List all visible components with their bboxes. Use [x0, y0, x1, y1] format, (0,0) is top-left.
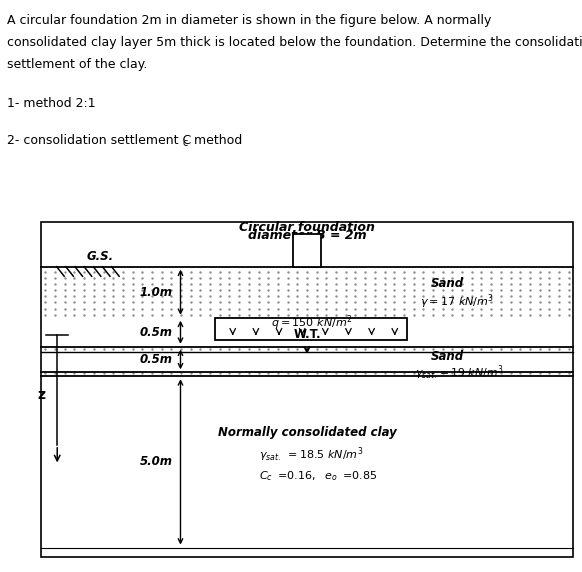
Text: 1- method 2:1: 1- method 2:1: [7, 97, 95, 110]
Text: Sand: Sand: [431, 277, 464, 290]
Text: 5.0m: 5.0m: [140, 455, 172, 468]
Text: Normally consolidated clay: Normally consolidated clay: [218, 427, 396, 439]
Text: $\mathit{\gamma = 17\ kN/m^3}$: $\mathit{\gamma = 17\ kN/m^3}$: [420, 292, 494, 311]
Text: 0.5m: 0.5m: [140, 353, 172, 366]
Text: $\mathit{C_c\ =\!0.16,\ \ e_o\ =\!0.85}$: $\mathit{C_c\ =\!0.16,\ \ e_o\ =\!0.85}$: [258, 469, 377, 483]
Text: $\mathit{q = 150\ kN/m^2}$: $\mathit{q = 150\ kN/m^2}$: [271, 314, 352, 332]
Text: Sand: Sand: [431, 351, 464, 363]
Text: G.S.: G.S.: [86, 249, 113, 263]
Text: 2- consolidation settlement C: 2- consolidation settlement C: [7, 134, 191, 147]
Bar: [293, 235, 321, 267]
Text: consolidated clay layer 5m thick is located below the foundation. Determine the : consolidated clay layer 5m thick is loca…: [7, 36, 582, 49]
Text: $\mathit{\gamma_{sat.}\ = 18.5\ kN/m^3}$: $\mathit{\gamma_{sat.}\ = 18.5\ kN/m^3}$: [258, 446, 363, 464]
Text: method: method: [190, 134, 243, 147]
Text: Circular foundation: Circular foundation: [239, 221, 375, 234]
Text: A circular foundation 2m in diameter is shown in the figure below. A normally: A circular foundation 2m in diameter is …: [7, 14, 491, 27]
Bar: [215, 318, 407, 340]
Text: W.T.: W.T.: [293, 328, 321, 340]
Text: z: z: [37, 388, 45, 402]
Text: settlement of the clay.: settlement of the clay.: [7, 58, 147, 71]
Text: 0.5m: 0.5m: [140, 325, 172, 339]
Text: c: c: [183, 138, 188, 148]
Text: 1.0m: 1.0m: [140, 286, 172, 299]
Text: diameter B = 2m: diameter B = 2m: [248, 229, 366, 242]
Text: $\mathit{\gamma_{sat.} = 19\ kN/m^3}$: $\mathit{\gamma_{sat.} = 19\ kN/m^3}$: [414, 364, 503, 382]
